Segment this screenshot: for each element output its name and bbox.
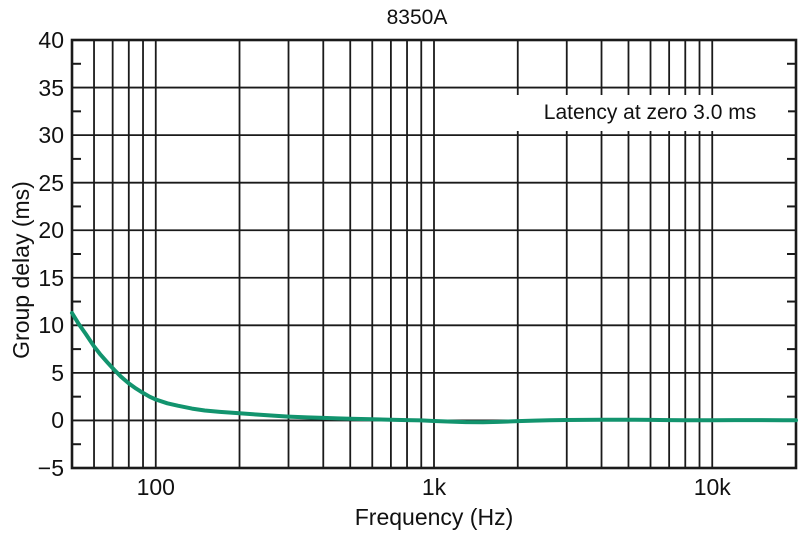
chart-title: 8350A (386, 6, 448, 29)
y-tick-label: 0 (51, 407, 64, 434)
y-tick-label: 5 (51, 359, 64, 386)
y-tick-label: 15 (38, 264, 64, 291)
group-delay-curve (70, 311, 798, 425)
y-tick-label: 30 (38, 122, 64, 149)
plot-border (70, 38, 798, 470)
y-tick-label: 25 (38, 169, 64, 196)
y-tick-label: 35 (38, 74, 64, 101)
x-axis-label: Frequency (Hz) (354, 504, 514, 530)
x-tick-label: 1k (421, 474, 447, 500)
y-tick-label: 10 (38, 312, 64, 339)
y-tick-label: 20 (38, 217, 64, 244)
x-tick-label: 100 (136, 474, 175, 500)
x-tick-label: 10k (693, 474, 731, 500)
y-tick-label: 40 (38, 27, 64, 53)
y-tick-label: −5 (37, 455, 64, 481)
latency-annotation: Latency at zero 3.0 ms (512, 95, 788, 131)
